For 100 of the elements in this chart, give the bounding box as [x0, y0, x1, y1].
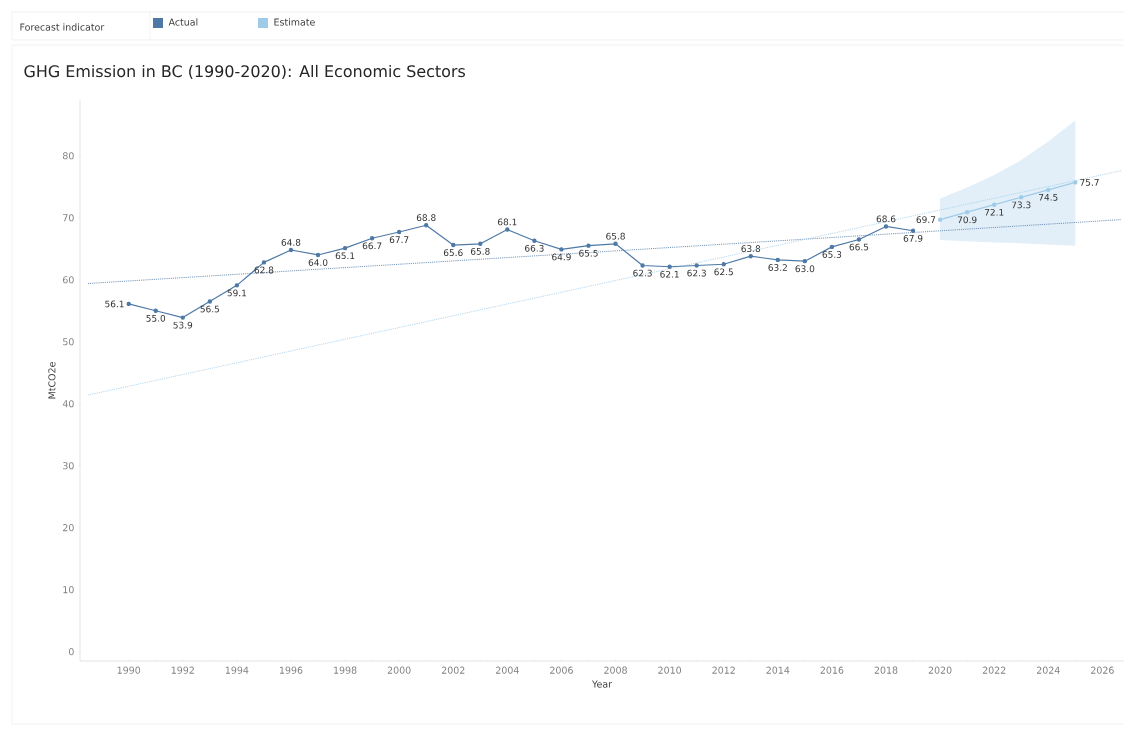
data-label: 66.5 — [849, 243, 869, 251]
data-label: 68.8 — [416, 214, 436, 221]
data-label: 56.1 — [105, 300, 124, 308]
point — [369, 236, 375, 241]
data-label: 66.7 — [362, 242, 382, 250]
x-tick-label: 2018 — [874, 666, 898, 674]
x-tick-label: 2006 — [550, 666, 573, 674]
chart-title: GHG Emission in BC (1990-2020): All Economic Sectors — [24, 64, 466, 80]
point — [1046, 187, 1051, 193]
y-tick-label: 50 — [63, 338, 74, 346]
y-tick-label: 0 — [68, 648, 74, 656]
x-tick-label: 1992 — [171, 666, 194, 674]
x-tick-label: 2026 — [1091, 666, 1114, 674]
x-tick-label: 1994 — [225, 666, 249, 674]
point — [315, 252, 321, 258]
data-label: 69.7 — [916, 216, 936, 224]
x-tick-label: 2004 — [495, 666, 519, 674]
x-tick-label: 1998 — [334, 666, 357, 674]
x-tick-label: 1996 — [279, 666, 303, 674]
point — [1073, 180, 1078, 185]
point — [613, 241, 618, 246]
data-label: 68.1 — [497, 218, 517, 226]
data-label: 64.0 — [308, 259, 328, 266]
data-label: 64.8 — [281, 239, 301, 246]
x-tick-label: 2024 — [1036, 666, 1060, 674]
data-label: 63.8 — [741, 245, 761, 252]
x-tick-label: 2022 — [982, 666, 1006, 674]
data-label: 62.3 — [633, 269, 652, 277]
data-label: 63.0 — [795, 265, 815, 273]
point — [992, 202, 997, 207]
data-label: 55.0 — [146, 314, 166, 322]
data-label: 65.8 — [606, 232, 625, 240]
y-tick-label: 40 — [62, 400, 74, 408]
y-tick-label: 70 — [63, 214, 74, 222]
data-label: 67.9 — [903, 234, 923, 242]
data-label: 63.2 — [768, 264, 787, 271]
point — [288, 247, 294, 253]
x-axis-title: Year — [591, 680, 613, 688]
data-label: 75.7 — [1080, 179, 1099, 186]
point — [964, 209, 970, 215]
point — [424, 223, 429, 228]
data-label: 59.1 — [227, 289, 247, 297]
data-label: 68.6 — [876, 215, 896, 223]
point — [586, 243, 591, 248]
point — [342, 245, 348, 251]
point — [1019, 195, 1024, 200]
point — [721, 262, 726, 267]
data-label: 65.8 — [470, 248, 490, 255]
point — [451, 242, 456, 248]
point — [478, 241, 483, 246]
data-label: 67.7 — [389, 236, 409, 243]
y-axis-title: MtCO2e — [48, 362, 56, 399]
x-tick-label: 2020 — [928, 666, 952, 674]
y-tick-label: 80 — [62, 152, 74, 160]
x-tick-label: 2008 — [604, 666, 627, 674]
point — [667, 264, 672, 269]
point — [207, 299, 213, 304]
x-tick-label: 2012 — [712, 666, 735, 674]
point — [748, 254, 753, 259]
data-label: 70.9 — [957, 216, 977, 224]
point — [505, 227, 510, 232]
data-label: 74.5 — [1039, 194, 1058, 201]
legend-label: Actual — [168, 18, 198, 26]
point — [532, 238, 537, 243]
x-tick-label: 1990 — [117, 666, 141, 674]
data-label: 65.5 — [579, 249, 598, 257]
data-label: 62.5 — [714, 268, 733, 276]
x-tick-label: 2002 — [441, 666, 465, 674]
data-label: 72.1 — [984, 208, 1004, 216]
point — [910, 228, 916, 233]
y-tick-label: 20 — [63, 524, 74, 532]
point — [694, 263, 699, 268]
data-label: 62.1 — [660, 270, 679, 278]
legend-title: Forecast indicator — [20, 23, 105, 31]
point — [856, 237, 862, 242]
x-tick-label: 2000 — [387, 666, 411, 674]
point — [234, 283, 240, 288]
data-label: 65.6 — [443, 249, 463, 257]
point — [396, 229, 402, 235]
x-tick-label: 2010 — [658, 666, 682, 674]
data-label: 65.3 — [822, 251, 842, 258]
data-label: 56.5 — [200, 305, 220, 313]
point — [559, 247, 564, 252]
y-tick-label: 10 — [63, 586, 74, 594]
y-tick-label: 30 — [63, 462, 74, 470]
data-label: 64.9 — [552, 253, 571, 261]
legend-label: Estimate — [274, 18, 315, 26]
point — [153, 308, 158, 313]
point — [802, 258, 808, 264]
point — [937, 217, 943, 222]
data-label: 53.9 — [173, 321, 193, 329]
point — [640, 263, 645, 268]
data-label: 65.1 — [335, 252, 355, 260]
point — [775, 257, 781, 263]
point — [829, 244, 835, 250]
point — [883, 224, 889, 229]
y-tick-label: 60 — [62, 276, 74, 284]
point — [126, 301, 131, 307]
x-tick-label: 2016 — [820, 666, 844, 674]
data-label: 73.3 — [1011, 201, 1031, 209]
